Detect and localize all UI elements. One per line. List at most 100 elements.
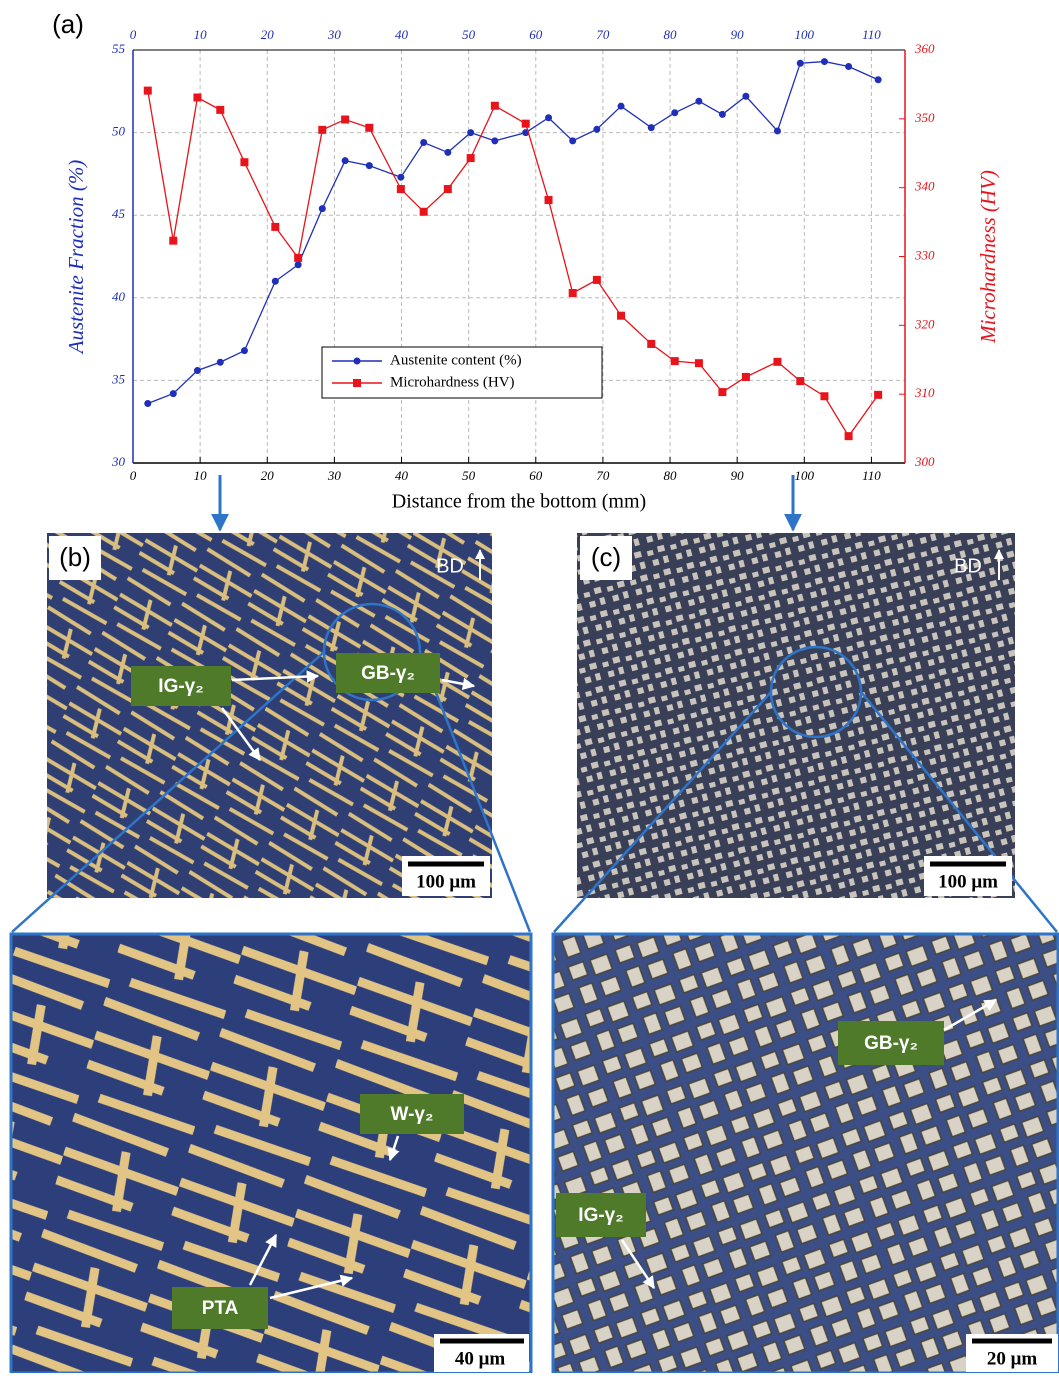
scale-label: 20 μm — [987, 1348, 1038, 1369]
marker — [443, 185, 452, 194]
marker — [397, 173, 405, 181]
marker — [718, 388, 727, 397]
x-top-tick-label: 10 — [194, 27, 208, 42]
marker — [670, 357, 679, 366]
annotation: IG-γ₂ — [578, 1205, 623, 1226]
marker — [773, 127, 781, 135]
marker — [490, 101, 499, 110]
x-top-tick-label: 30 — [327, 27, 342, 42]
panel-label: (c) — [591, 542, 621, 572]
marker — [318, 125, 327, 134]
scale-label: 100 μm — [416, 871, 476, 892]
annotation-box — [131, 666, 231, 706]
annotation-box — [172, 1287, 268, 1329]
y2-tick-label: 300 — [914, 454, 935, 469]
annotation-arrow — [248, 1233, 278, 1286]
marker — [742, 92, 750, 100]
annotation-arrow — [220, 707, 262, 762]
x-top-tick-label: 110 — [862, 27, 881, 42]
marker — [491, 137, 499, 145]
x-tick-label: 80 — [664, 468, 678, 483]
x-top-tick-label: 50 — [462, 27, 476, 42]
marker — [420, 139, 428, 147]
marker — [544, 196, 553, 205]
marker — [466, 154, 475, 163]
marker — [617, 102, 625, 110]
marker — [216, 105, 225, 114]
annotation-arrow — [231, 670, 320, 683]
micrographs: (b) BD 100 μm (c) BD 100 μm GB-γ₂ IG-γ₂ … — [9, 475, 1059, 1375]
panel-label: (b) — [59, 542, 91, 572]
marker — [568, 288, 577, 297]
y-tick-label: 55 — [112, 41, 126, 56]
x-tick-label: 90 — [731, 468, 745, 483]
x-top-tick-label: 0 — [130, 27, 137, 42]
marker — [294, 253, 303, 262]
y-tick-label: 35 — [111, 371, 126, 386]
y2-tick-label: 350 — [914, 110, 935, 125]
bd-label: BD — [954, 555, 982, 577]
marker — [647, 124, 655, 132]
chart: (a) 0 0 10 10 20 20 30 30 40 40 50 50 60 60 70 70 80 80 90 9… — [52, 9, 1000, 513]
marker — [216, 358, 224, 366]
marker — [874, 76, 882, 84]
marker — [844, 432, 853, 441]
x-tick-label: 100 — [795, 468, 815, 483]
legend-marker — [353, 379, 361, 387]
micrograph — [47, 533, 492, 898]
annotation: GB-γ₂ — [864, 1033, 918, 1054]
annotation: PTA — [202, 1298, 239, 1319]
label-box — [49, 536, 101, 580]
y2-axis-label: Microhardness (HV) — [976, 170, 1000, 344]
marker — [365, 162, 373, 170]
marker — [341, 115, 350, 124]
marker — [318, 205, 326, 213]
annotation: IG-γ₂ — [158, 676, 203, 697]
x-tick-label: 20 — [261, 468, 275, 483]
annotation-box — [838, 1021, 944, 1065]
marker — [694, 359, 703, 368]
annotation-box — [360, 1094, 464, 1134]
legend-label: Austenite content (%) — [390, 352, 522, 368]
marker — [647, 339, 656, 348]
marker — [820, 58, 828, 66]
marker — [718, 110, 726, 118]
y2-tick-label: 320 — [914, 316, 935, 331]
marker — [467, 129, 475, 137]
x-tick-label: 10 — [194, 468, 208, 483]
label-box — [580, 536, 632, 580]
annotation-arrow — [620, 1239, 656, 1290]
y-axis-label: Austenite Fraction (%) — [64, 160, 88, 356]
scale-label: 40 μm — [455, 1348, 506, 1369]
legend-label: Microhardness (HV) — [390, 374, 515, 390]
marker — [569, 137, 577, 145]
marker — [240, 158, 249, 167]
marker — [240, 347, 248, 355]
annotation-arrow — [269, 1274, 354, 1300]
marker — [294, 261, 302, 269]
marker — [143, 86, 152, 95]
marker — [341, 157, 349, 165]
marker — [396, 185, 405, 194]
x-top-tick-label: 90 — [731, 27, 745, 42]
y2-tick-label: 330 — [914, 247, 935, 262]
marker — [671, 109, 679, 117]
x-tick-label: 60 — [529, 468, 543, 483]
x-tick-label: 40 — [395, 468, 409, 483]
y2-tick-label: 360 — [914, 41, 935, 56]
marker — [444, 148, 452, 156]
x-tick-label: 110 — [862, 468, 881, 483]
marker — [169, 390, 177, 398]
y2-tick-label: 340 — [914, 179, 935, 194]
series-line — [147, 60, 879, 405]
x-tick-label: 70 — [596, 468, 610, 483]
panel-label: (a) — [52, 9, 84, 39]
marker — [796, 377, 805, 386]
marker — [169, 236, 178, 245]
marker — [874, 390, 883, 399]
marker — [695, 97, 703, 105]
y-tick-label: 40 — [112, 289, 126, 304]
marker — [592, 275, 601, 284]
marker — [820, 392, 829, 401]
